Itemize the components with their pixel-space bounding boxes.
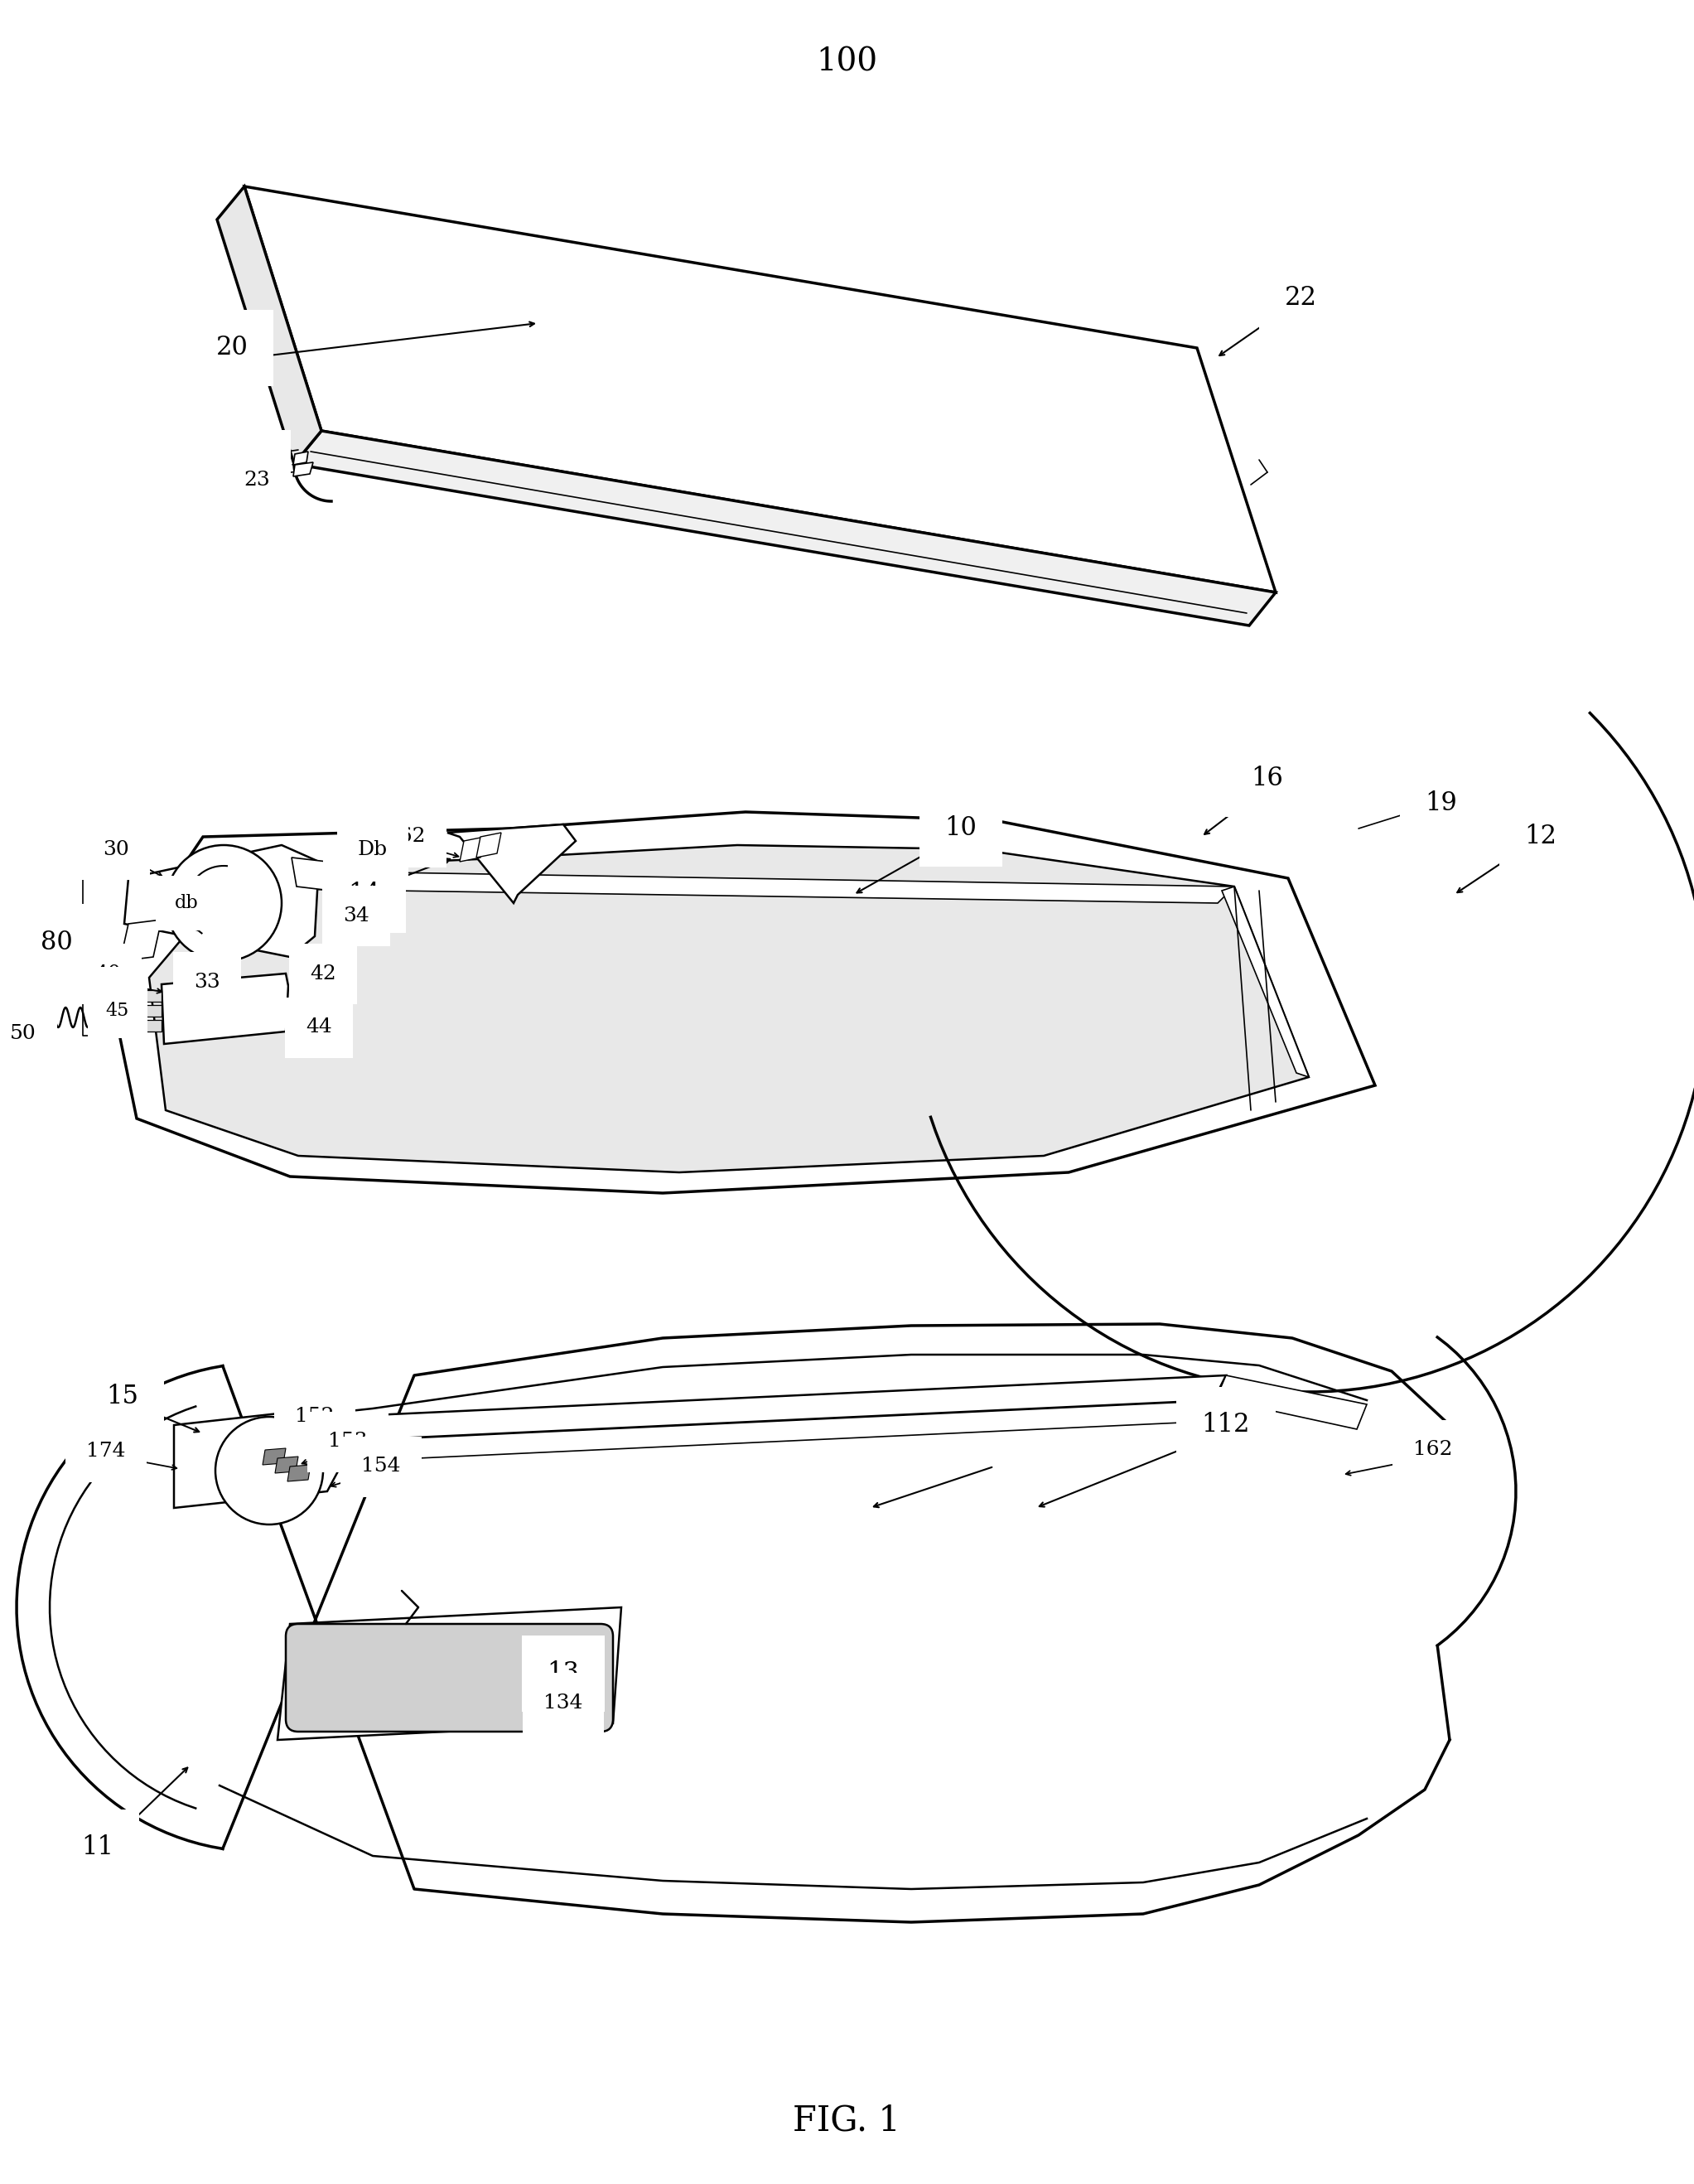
Polygon shape xyxy=(108,1022,129,1031)
Polygon shape xyxy=(149,845,1309,1173)
Text: 15: 15 xyxy=(107,1382,139,1409)
Polygon shape xyxy=(459,836,484,863)
Text: 20: 20 xyxy=(215,334,247,360)
Text: 34: 34 xyxy=(344,906,369,926)
Polygon shape xyxy=(1221,887,1309,1077)
Text: 43: 43 xyxy=(105,985,129,1002)
Polygon shape xyxy=(274,1457,298,1474)
Polygon shape xyxy=(207,948,241,994)
Text: 30: 30 xyxy=(103,839,129,858)
Text: 44: 44 xyxy=(307,1018,332,1037)
Text: 40: 40 xyxy=(95,963,120,983)
Text: 80: 80 xyxy=(41,930,73,954)
Text: 42: 42 xyxy=(310,963,335,983)
Text: 50: 50 xyxy=(10,1024,36,1044)
Text: 24: 24 xyxy=(244,450,269,470)
Polygon shape xyxy=(241,1400,1226,1465)
Polygon shape xyxy=(17,1324,1450,1922)
Text: 13: 13 xyxy=(547,1660,579,1686)
Polygon shape xyxy=(108,1007,129,1016)
Text: 154: 154 xyxy=(361,1457,401,1476)
Text: 22: 22 xyxy=(1284,286,1316,310)
Polygon shape xyxy=(227,869,1235,904)
Text: 33: 33 xyxy=(193,972,220,992)
Polygon shape xyxy=(1216,1376,1367,1428)
Text: 112: 112 xyxy=(1201,1413,1250,1437)
Text: 134: 134 xyxy=(544,1693,583,1712)
Polygon shape xyxy=(217,186,322,463)
Polygon shape xyxy=(129,1005,161,1016)
Polygon shape xyxy=(129,1020,161,1031)
Text: Db: Db xyxy=(357,839,388,858)
Text: 23: 23 xyxy=(244,472,269,489)
Circle shape xyxy=(215,1417,324,1524)
Text: 152: 152 xyxy=(295,1406,334,1426)
Text: 100: 100 xyxy=(817,46,877,76)
Text: 153: 153 xyxy=(329,1433,368,1450)
Text: 174: 174 xyxy=(86,1441,125,1461)
Text: 16: 16 xyxy=(1252,767,1284,791)
Polygon shape xyxy=(120,919,161,961)
Text: 10: 10 xyxy=(945,815,977,841)
Polygon shape xyxy=(124,845,318,957)
Polygon shape xyxy=(235,1376,1226,1446)
Polygon shape xyxy=(476,832,501,858)
Circle shape xyxy=(166,845,281,961)
FancyBboxPatch shape xyxy=(286,1625,613,1732)
Polygon shape xyxy=(291,858,332,891)
Polygon shape xyxy=(174,1409,356,1507)
Polygon shape xyxy=(244,186,1276,592)
Text: 162: 162 xyxy=(386,828,425,847)
Text: db: db xyxy=(174,893,198,913)
Polygon shape xyxy=(108,992,129,1000)
Text: 14: 14 xyxy=(349,882,381,909)
Text: 45: 45 xyxy=(107,1002,129,1020)
Polygon shape xyxy=(447,823,576,904)
Polygon shape xyxy=(295,430,1276,625)
Text: 19: 19 xyxy=(1425,791,1457,817)
Text: FIG. 1: FIG. 1 xyxy=(793,2103,900,2138)
Polygon shape xyxy=(129,989,161,1002)
Text: 12: 12 xyxy=(1525,823,1557,850)
Polygon shape xyxy=(293,452,308,465)
Text: 162: 162 xyxy=(1413,1441,1453,1459)
Polygon shape xyxy=(108,812,1376,1192)
Polygon shape xyxy=(263,1448,286,1465)
Polygon shape xyxy=(293,463,313,476)
Polygon shape xyxy=(288,1465,310,1481)
Polygon shape xyxy=(278,1607,622,1741)
Text: 11: 11 xyxy=(81,1835,113,1861)
Polygon shape xyxy=(161,974,288,1044)
